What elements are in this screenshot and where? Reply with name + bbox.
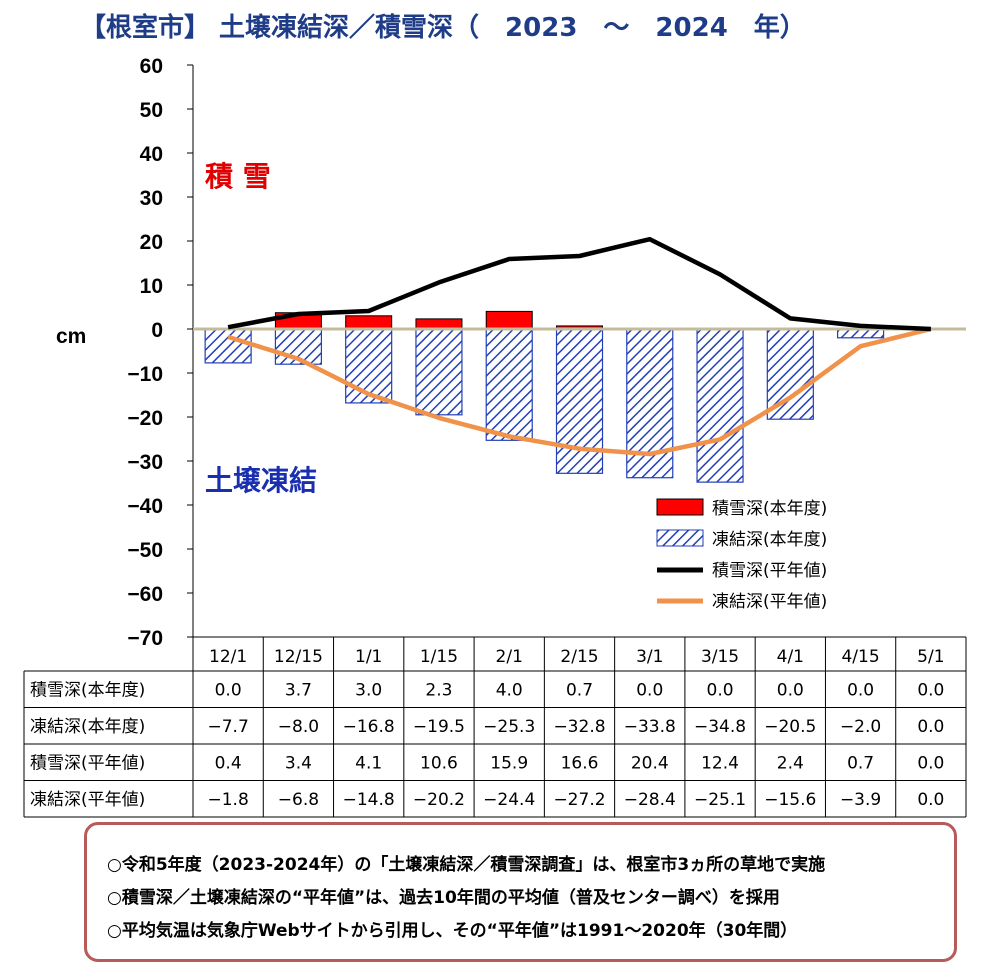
x-category-label: 3/15 — [701, 647, 739, 667]
frost-bar-current — [204, 328, 252, 364]
y-axis-unit-label: cm — [56, 325, 86, 348]
y-tick-label: 40 — [140, 143, 163, 166]
table-cell: −34.8 — [694, 717, 746, 737]
x-category-label: 12/15 — [274, 647, 323, 667]
table-cell: −15.6 — [764, 790, 816, 810]
y-tick-label: 30 — [140, 187, 163, 210]
y-tick-label: −70 — [127, 627, 163, 650]
table-cell: 0.0 — [847, 680, 874, 700]
table-cell: 3.0 — [355, 680, 382, 700]
frost-normal-line — [227, 326, 932, 457]
table-cell: 10.6 — [420, 753, 458, 773]
table-cell: 0.0 — [917, 680, 944, 700]
y-tick-label: −40 — [127, 495, 163, 518]
frost-bar-current — [415, 328, 463, 416]
note-line: ○令和5年度（2023-2024年）の「土壌凍結深／積雪深調査」は、根室市3ヵ所… — [107, 855, 826, 875]
legend-label-snow-current: 積雪深(本年度) — [712, 499, 827, 519]
table-cell: 0.0 — [917, 717, 944, 737]
table-cell: −25.1 — [694, 790, 746, 810]
table-cell: −2.0 — [840, 717, 881, 737]
table-cell: −19.5 — [413, 717, 465, 737]
table-cell: 20.4 — [631, 753, 669, 773]
table-cell: −24.4 — [483, 790, 535, 810]
table-cell: −20.5 — [764, 717, 816, 737]
x-category-label: 4/15 — [841, 647, 879, 667]
note-line: ○積雪深／土壌凍結深の“平年値”は、過去10年間の平均値（普及センター調べ）を採… — [107, 888, 780, 908]
notes-box: ○令和5年度（2023-2024年）の「土壌凍結深／積雪深調査」は、根室市3ヵ所… — [84, 822, 957, 962]
table-cell: 12.4 — [701, 753, 739, 773]
frost-bar-current — [485, 328, 533, 441]
table-cell: −27.2 — [553, 790, 605, 810]
snow-bar-current — [415, 318, 463, 330]
legend-label-frost-normal: 凍結深(平年値) — [712, 592, 827, 612]
table-cell: −28.4 — [624, 790, 676, 810]
x-category-label: 5/1 — [917, 647, 944, 667]
table-cell: 3.4 — [285, 753, 312, 773]
x-category-label: 3/1 — [636, 647, 663, 667]
frost-annotation: 土壌凍結 — [205, 464, 317, 497]
y-tick-label: 0 — [151, 319, 163, 342]
legend-label-frost-current: 凍結深(本年度) — [712, 530, 827, 550]
y-tick-label: −50 — [127, 539, 163, 562]
table-cell: −32.8 — [553, 717, 605, 737]
table-cell: −25.3 — [483, 717, 535, 737]
table-cell: 0.0 — [917, 753, 944, 773]
table-cell: 0.7 — [847, 753, 874, 773]
table-row-label: 凍結深(平年値) — [30, 790, 145, 810]
snow-normal-line — [227, 236, 931, 332]
table-cell: 2.3 — [425, 680, 452, 700]
table-row-label: 凍結深(本年度) — [30, 717, 145, 737]
y-tick-label: 20 — [140, 231, 163, 254]
y-tick-label: −20 — [127, 407, 163, 430]
table-cell: 0.0 — [707, 680, 734, 700]
table-cell: 0.4 — [215, 753, 242, 773]
table-cell: −16.8 — [343, 717, 395, 737]
x-category-label: 2/15 — [560, 647, 598, 667]
legend-swatch-snow-current — [656, 498, 704, 516]
chart-title: 【根室市】 土壌凍結深／積雪深（ 2023 ～ 2024 年） — [80, 12, 806, 43]
table-cell: 4.0 — [496, 680, 523, 700]
y-tick-label: −10 — [127, 363, 163, 386]
y-tick-label: 50 — [140, 99, 163, 122]
table-cell: 3.7 — [285, 680, 312, 700]
table-cell: −6.8 — [278, 790, 319, 810]
frost-bar-current — [696, 328, 744, 483]
table-cell: 2.4 — [777, 753, 804, 773]
table-cell: −33.8 — [624, 717, 676, 737]
y-tick-label: 10 — [140, 275, 163, 298]
table-cell: 0.7 — [566, 680, 593, 700]
x-category-label: 1/15 — [420, 647, 458, 667]
y-tick-label: −60 — [127, 583, 163, 606]
legend-swatch-frost-current — [656, 529, 704, 547]
x-category-label: 2/1 — [496, 647, 523, 667]
table-cell: 15.9 — [490, 753, 528, 773]
table-cell: 0.0 — [636, 680, 663, 700]
x-category-label: 4/1 — [777, 647, 804, 667]
y-tick-label: 60 — [140, 55, 163, 78]
table-cell: 0.0 — [917, 790, 944, 810]
table-cell: −20.2 — [413, 790, 465, 810]
table-cell: −8.0 — [278, 717, 319, 737]
table-cell: −14.8 — [343, 790, 395, 810]
snow-bar-current — [485, 310, 533, 330]
table-cell: −1.8 — [207, 790, 248, 810]
table-cell: 0.0 — [215, 680, 242, 700]
table-cell: 4.1 — [355, 753, 382, 773]
table-cell: −7.7 — [207, 717, 248, 737]
table-row-label: 積雪深(平年値) — [30, 753, 145, 773]
snow-bar-current — [345, 315, 393, 330]
table-cell: −3.9 — [840, 790, 881, 810]
y-tick-label: −30 — [127, 451, 163, 474]
legend: 積雪深(本年度) 凍結深(本年度) 積雪深(平年値) 凍結深(平年値) — [656, 498, 827, 612]
note-line: ○平均気温は気象庁Webサイトから引用し、その“平年値”は1991～2020年（… — [107, 921, 798, 941]
snow-annotation: 積 雪 — [205, 160, 271, 193]
x-category-label: 1/1 — [355, 647, 382, 667]
table-cell: 0.0 — [777, 680, 804, 700]
table-cell: 16.6 — [561, 753, 599, 773]
table-row-label: 積雪深(本年度) — [30, 680, 145, 700]
x-category-label: 12/1 — [209, 647, 247, 667]
legend-label-snow-normal: 積雪深(平年値) — [712, 561, 827, 581]
